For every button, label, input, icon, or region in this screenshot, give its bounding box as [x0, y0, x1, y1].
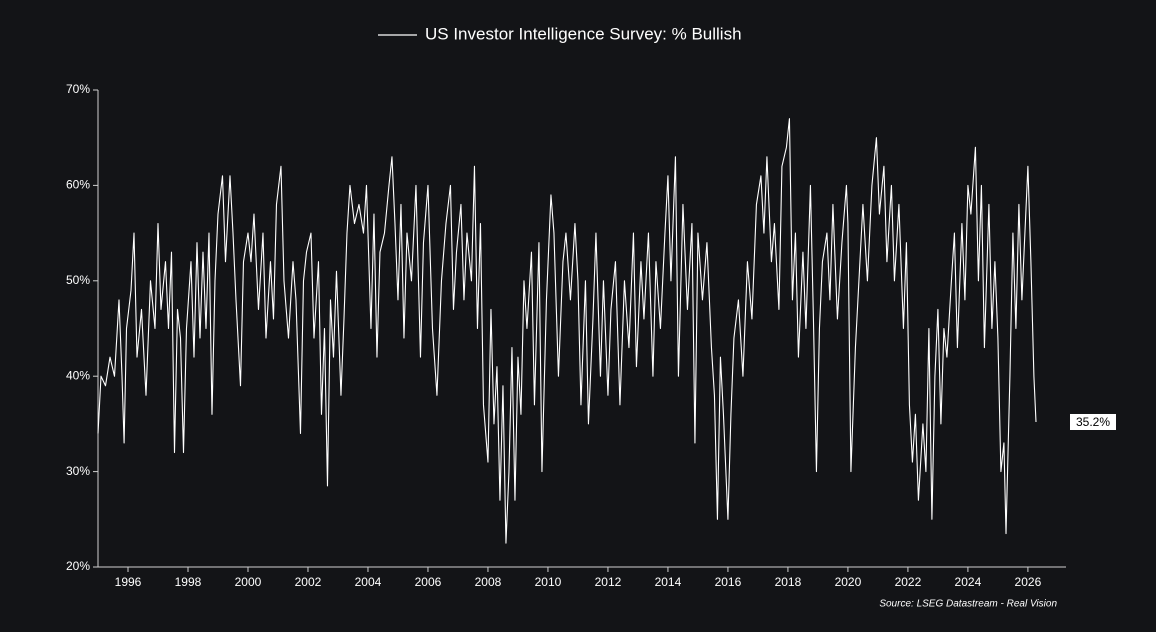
x-tick-label: 2002: [295, 575, 322, 589]
x-tick-label: 2022: [895, 575, 922, 589]
x-tick-label: 2012: [595, 575, 622, 589]
y-tick-label: 50%: [66, 273, 90, 287]
x-tick-label: 2010: [535, 575, 562, 589]
y-tick-label: 20%: [66, 559, 90, 573]
x-tick-label: 2016: [715, 575, 742, 589]
x-tick-label: 2024: [955, 575, 982, 589]
x-tick-label: 2004: [355, 575, 382, 589]
y-tick-label: 60%: [66, 178, 90, 192]
chart-title: US Investor Intelligence Survey: % Bulli…: [425, 24, 742, 43]
x-tick-label: 2006: [415, 575, 442, 589]
x-tick-label: 2008: [475, 575, 502, 589]
x-tick-label: 2026: [1015, 575, 1042, 589]
last-value-label: 35.2%: [1076, 415, 1110, 429]
last-value-box: [1070, 413, 1116, 430]
x-tick-label: 1998: [175, 575, 202, 589]
x-tick-label: 1996: [115, 575, 142, 589]
data-line: [97, 118, 1037, 544]
x-tick-label: 2000: [235, 575, 262, 589]
x-tick-label: 2020: [835, 575, 862, 589]
source-note: Source: LSEG Datastream - Real Vision: [879, 599, 1057, 610]
y-tick-label: 30%: [66, 464, 90, 478]
x-tick-label: 2018: [775, 575, 802, 589]
y-tick-label: 40%: [66, 368, 90, 382]
y-tick-label: 70%: [66, 82, 90, 96]
x-tick-label: 2014: [655, 575, 682, 589]
